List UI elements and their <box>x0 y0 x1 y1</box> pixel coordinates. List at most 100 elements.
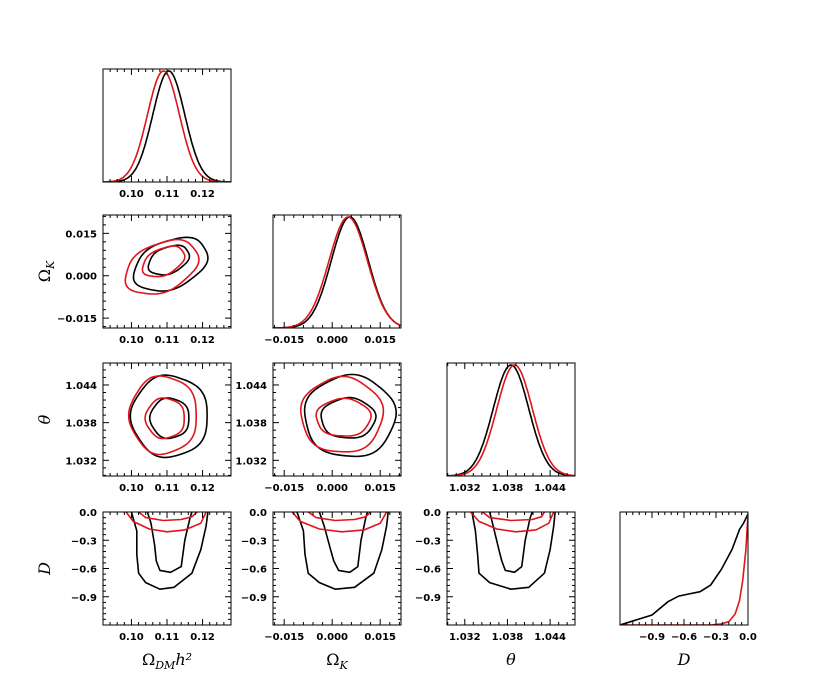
y-tick-label: 1.032 <box>65 456 97 467</box>
y-tick-label: −0.9 <box>71 593 97 604</box>
red-outer-contour <box>291 512 388 533</box>
x-tick-label: 0.015 <box>364 335 396 346</box>
plot-area <box>300 373 398 458</box>
marginal-omdm: 0.10 0.11 0.12 <box>102 68 232 200</box>
x-tick-label: 0.12 <box>190 335 215 346</box>
x-tick-label: 0.10 <box>119 189 144 200</box>
x-tick-label: 0.000 <box>316 483 348 494</box>
axes-frame <box>446 511 576 626</box>
contour-theta-D: 1.032 1.038 1.044 −0.9 −0.6 −0.3 0.0 <box>415 508 576 643</box>
marginal-theta: 1.032 1.038 1.044 <box>446 362 576 494</box>
x-tick-label: −0.3 <box>703 632 729 643</box>
marginal-omk: −0.015 0.000 0.015 <box>264 214 402 346</box>
x-tick-label: 1.038 <box>492 632 524 643</box>
x-tick-label: 0.11 <box>155 335 180 346</box>
y-tick-label: −0.6 <box>415 565 441 576</box>
x-axis-label: D <box>677 650 691 669</box>
red-outer-contour <box>127 375 197 456</box>
y-tick-label: 1.044 <box>235 381 267 392</box>
red-outer-contour <box>469 512 555 533</box>
x-tick-label: −0.9 <box>639 632 665 643</box>
red-inner-contour <box>141 245 186 278</box>
red-inner-contour <box>144 397 185 440</box>
x-tick-label: 1.038 <box>492 483 524 494</box>
plot-area <box>125 512 209 590</box>
x-tick-label: 0.12 <box>190 189 215 200</box>
y-tick-label: −0.9 <box>241 593 267 604</box>
black-inner-contour <box>488 512 534 574</box>
y-tick-label: −0.9 <box>415 593 441 604</box>
y-tick-label: 1.038 <box>65 419 97 430</box>
plot-area <box>620 513 748 625</box>
y-tick-label: −0.6 <box>71 565 97 576</box>
x-axis-label: ΩK <box>326 650 348 672</box>
y-tick-label: 0.0 <box>423 508 441 519</box>
y-tick-label: 1.032 <box>235 456 267 467</box>
x-tick-label: 0.10 <box>119 483 144 494</box>
x-tick-label: −0.015 <box>264 632 304 643</box>
red-outer-contour <box>125 512 207 533</box>
axes-frame <box>102 214 232 329</box>
plot-area <box>127 374 208 459</box>
contour-omk-D: −0.015 0.000 0.015 −0.9 −0.6 −0.3 0.0 <box>241 508 402 643</box>
x-tick-label: 0.12 <box>190 483 215 494</box>
axes-frame <box>102 511 232 626</box>
contour-omdm-D: 0.10 0.11 0.12 −0.9 −0.6 −0.3 0.0 <box>71 508 232 643</box>
black-marginal-curve <box>103 70 231 182</box>
x-tick-label: 1.032 <box>449 483 481 494</box>
x-tick-label: 0.015 <box>364 483 396 494</box>
red-marginal-curve <box>620 513 748 625</box>
black-outer-contour <box>296 512 389 590</box>
red-marginal-curve <box>447 364 575 476</box>
x-tick-label: −0.015 <box>264 335 304 346</box>
red-inner-contour <box>138 512 198 522</box>
black-inner-contour <box>320 396 377 439</box>
y-tick-label: −0.3 <box>71 536 97 547</box>
x-axis-label: ΩDMh² <box>142 650 192 672</box>
black-marginal-curve <box>620 513 748 625</box>
red-inner-contour <box>482 512 546 522</box>
x-tick-label: 0.11 <box>155 483 180 494</box>
x-tick-label: 1.032 <box>449 632 481 643</box>
axes-frame <box>272 214 402 329</box>
y-tick-label: −0.3 <box>415 536 441 547</box>
black-inner-contour <box>146 512 193 574</box>
marginal-D: −0.9 −0.6 −0.3 0.0 <box>619 511 757 643</box>
red-inner-contour <box>307 512 372 522</box>
x-tick-label: 0.000 <box>316 335 348 346</box>
contour-omdm-omk: 0.10 0.11 0.12 −0.015 0.000 0.015 <box>57 214 232 346</box>
x-tick-label: 0.11 <box>155 632 180 643</box>
black-marginal-curve <box>447 364 575 476</box>
x-tick-label: 1.044 <box>534 483 566 494</box>
plot-area <box>447 364 575 476</box>
axes-frame <box>446 362 576 477</box>
x-tick-label: 0.11 <box>155 189 180 200</box>
y-tick-label: 0.015 <box>65 229 97 240</box>
black-outer-contour <box>471 512 556 590</box>
x-tick-label: 0.000 <box>316 632 348 643</box>
y-tick-label: 0.0 <box>79 508 97 519</box>
plot-area <box>124 236 209 295</box>
y-tick-label: −0.015 <box>57 314 97 325</box>
x-tick-label: 0.0 <box>739 632 757 643</box>
y-tick-label: −0.3 <box>241 536 267 547</box>
x-axis-label: θ <box>506 650 516 669</box>
plot-area <box>291 512 389 590</box>
axes-frame <box>102 68 232 183</box>
red-outer-contour <box>300 375 385 453</box>
axes-frame <box>272 362 402 477</box>
y-tick-label: 0.0 <box>249 508 267 519</box>
x-tick-label: 0.015 <box>364 632 396 643</box>
plot-area <box>273 216 401 328</box>
x-tick-label: 0.10 <box>119 335 144 346</box>
red-marginal-curve <box>273 216 401 328</box>
y-tick-label: 0.000 <box>65 272 97 283</box>
black-outer-contour <box>130 512 209 590</box>
contour-omdm-theta: 0.10 0.11 0.12 1.032 1.038 1.044 <box>65 362 232 494</box>
y-axis-label: D <box>35 562 54 576</box>
black-inner-contour <box>318 512 369 574</box>
x-tick-label: 0.12 <box>190 632 215 643</box>
x-tick-label: −0.6 <box>671 632 697 643</box>
y-tick-label: 1.044 <box>65 381 97 392</box>
y-tick-label: 1.038 <box>235 419 267 430</box>
